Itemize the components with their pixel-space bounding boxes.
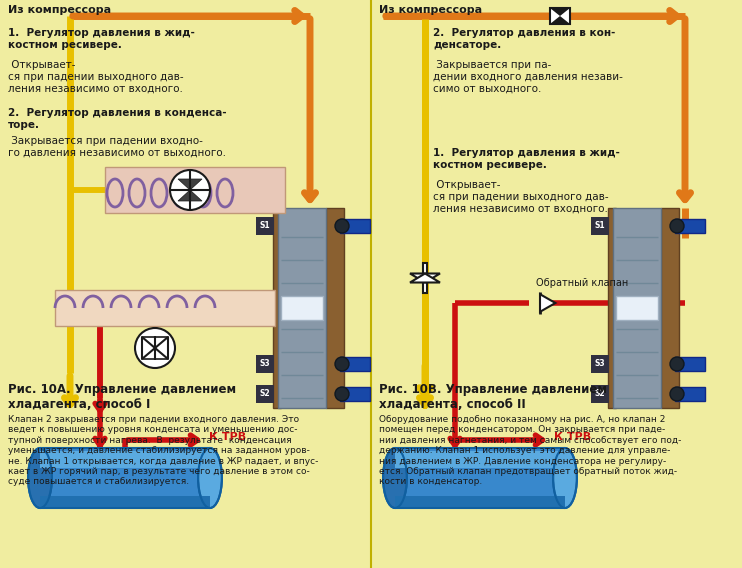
Text: Открывает-
ся при падении выходного дав-
ления независимо от входного.: Открывает- ся при падении выходного дав-… [433, 180, 608, 213]
Bar [591, 385, 609, 403]
Bar [675, 219, 705, 233]
Bar [55, 290, 275, 326]
Bar [661, 208, 679, 408]
Text: Рис. 10В. Управление давлением
хладагента, способ II: Рис. 10В. Управление давлением хладагент… [379, 383, 607, 411]
Bar [105, 167, 285, 213]
Circle shape [335, 219, 349, 233]
Circle shape [335, 387, 349, 401]
Bar [40, 448, 210, 508]
Bar [142, 337, 168, 359]
Text: Рис. 10А. Управление давлением
хладагента, способ I: Рис. 10А. Управление давлением хладагент… [8, 383, 236, 411]
Polygon shape [540, 294, 556, 312]
Bar [40, 451, 210, 467]
Circle shape [170, 170, 210, 210]
Text: 2.  Регулятор давления в конденса-
торе.: 2. Регулятор давления в конденса- торе. [8, 108, 226, 130]
Bar [273, 208, 281, 408]
Polygon shape [410, 274, 440, 282]
Circle shape [670, 387, 684, 401]
Bar [326, 208, 344, 408]
Polygon shape [550, 16, 570, 24]
Text: 2.  Регулятор давления в кон-
денсаторе.: 2. Регулятор давления в кон- денсаторе. [433, 28, 615, 49]
Bar [675, 357, 705, 371]
Bar [281, 296, 323, 320]
Text: S1: S1 [260, 222, 270, 231]
Bar [340, 357, 370, 371]
Circle shape [670, 357, 684, 371]
Ellipse shape [28, 448, 52, 508]
Text: К ТРВ: К ТРВ [554, 432, 591, 442]
Text: S2: S2 [594, 390, 605, 399]
Bar [256, 385, 274, 403]
Ellipse shape [383, 448, 407, 508]
Bar [256, 355, 274, 373]
Circle shape [670, 219, 684, 233]
Ellipse shape [553, 448, 577, 508]
Text: Закрывается при падении входно-
го давления независимо от выходного.: Закрывается при падении входно- го давле… [8, 136, 226, 157]
Bar [616, 296, 658, 320]
Text: Открывает-
ся при падении выходного дав-
ления независимо от входного.: Открывает- ся при падении выходного дав-… [8, 60, 183, 93]
Text: S2: S2 [260, 390, 270, 399]
Circle shape [335, 357, 349, 371]
Bar [340, 387, 370, 401]
Text: S3: S3 [594, 360, 605, 369]
Polygon shape [178, 179, 202, 190]
Bar [591, 217, 609, 235]
Bar [395, 496, 565, 508]
Text: 1.  Регулятор давления в жид-
костном ресивере.: 1. Регулятор давления в жид- костном рес… [8, 28, 195, 49]
Bar [40, 496, 210, 508]
Text: Оборудование подобно показанному на рис. А, но клапан 2
помещен перед конденсато: Оборудование подобно показанному на рис.… [379, 415, 681, 486]
Text: S1: S1 [594, 222, 605, 231]
Polygon shape [178, 190, 202, 201]
Bar [395, 448, 565, 508]
Bar [675, 387, 705, 401]
Text: Обратный клапан: Обратный клапан [536, 278, 628, 288]
Text: Из компрессора: Из компрессора [8, 5, 111, 15]
Text: S3: S3 [260, 360, 270, 369]
Bar [608, 208, 616, 408]
Bar [278, 208, 326, 408]
Bar [395, 451, 565, 467]
Bar [423, 263, 427, 293]
Text: 1.  Регулятор давления в жид-
костном ресивере.: 1. Регулятор давления в жид- костном рес… [433, 148, 620, 170]
Polygon shape [550, 8, 570, 16]
Bar [340, 219, 370, 233]
Bar [613, 208, 661, 408]
Bar [591, 355, 609, 373]
Circle shape [135, 328, 175, 368]
Ellipse shape [198, 448, 222, 508]
Text: Закрывается при па-
дении входного давления незави-
симо от выходного.: Закрывается при па- дении входного давле… [433, 60, 623, 93]
Text: Клапан 2 закрывается при падении входного давления. Это
ведет к повышению уровня: Клапан 2 закрывается при падении входног… [8, 415, 318, 486]
Text: Из компрессора: Из компрессора [379, 5, 482, 15]
Text: К ТРВ: К ТРВ [209, 432, 246, 442]
Bar [550, 8, 570, 24]
Bar [256, 217, 274, 235]
Polygon shape [410, 274, 440, 282]
